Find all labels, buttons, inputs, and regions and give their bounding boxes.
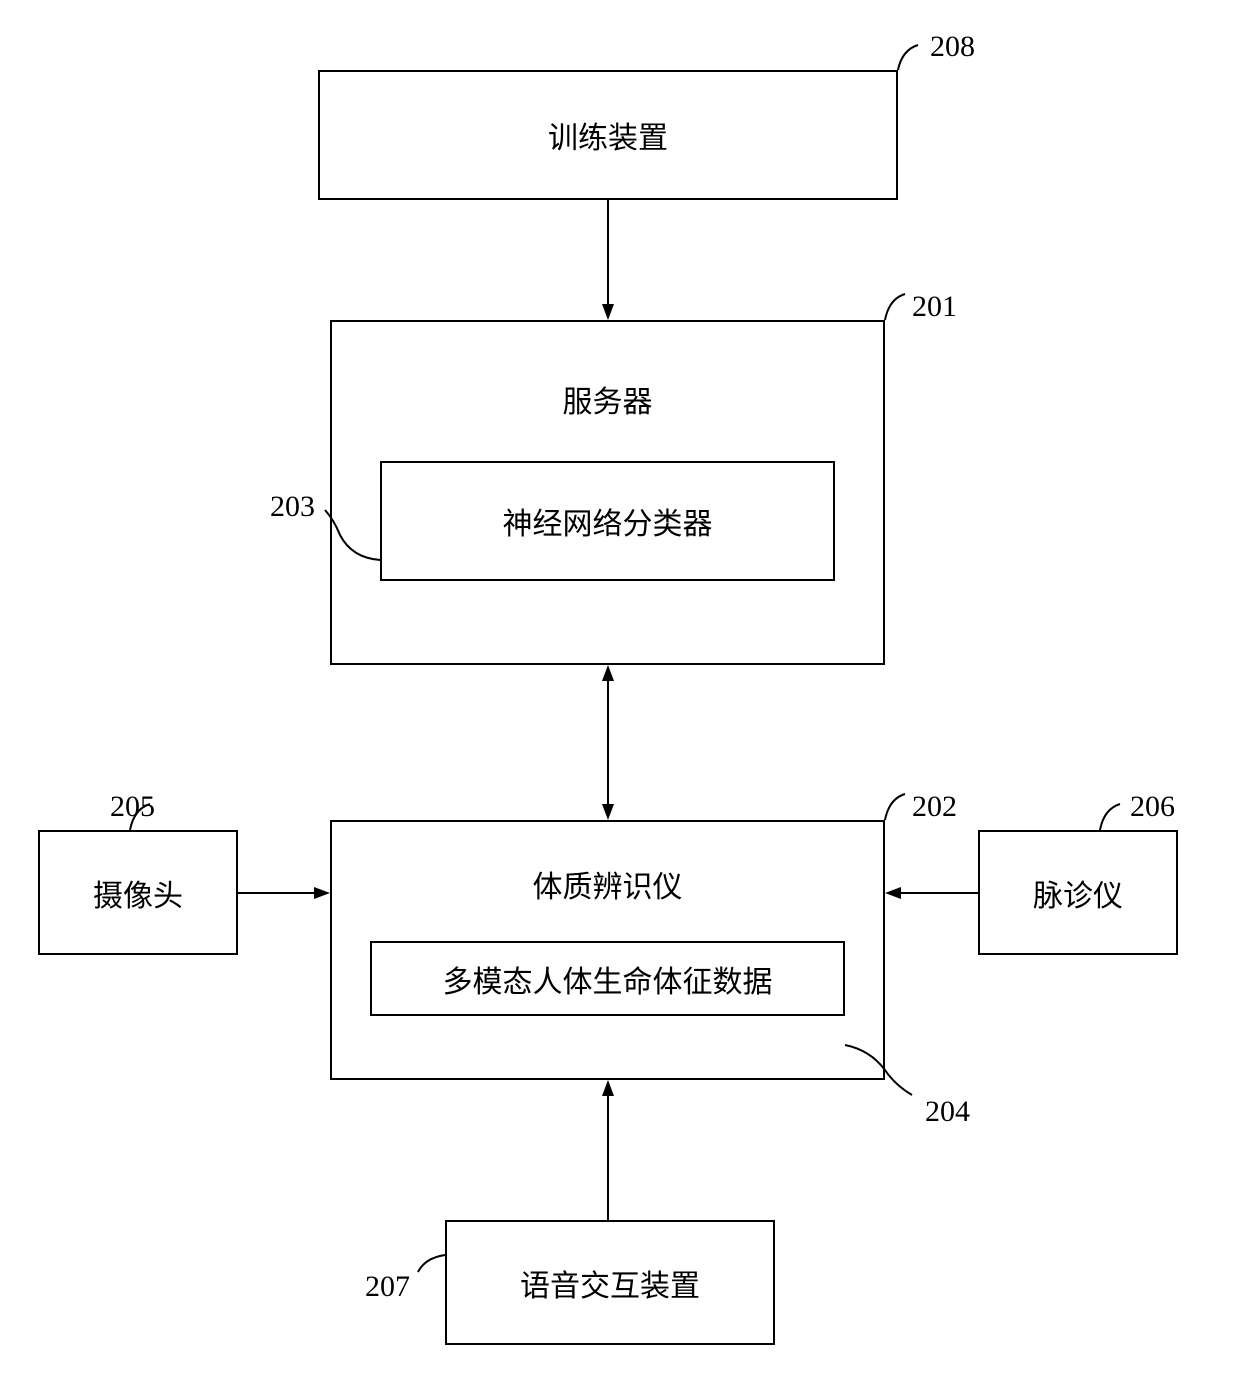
node-voice: 语音交互装置	[445, 1220, 775, 1345]
node-camera-label: 摄像头	[93, 871, 183, 915]
node-identifier: 体质辨识仪 多模态人体生命体征数据	[330, 820, 885, 1080]
node-multimodal-label: 多模态人体生命体征数据	[443, 957, 773, 1001]
arrows-overlay	[0, 0, 1240, 1398]
ref-206: 206	[1130, 790, 1175, 824]
node-classifier-label: 神经网络分类器	[503, 499, 713, 543]
node-camera: 摄像头	[38, 830, 238, 955]
ref-207: 207	[365, 1270, 410, 1304]
ref-201: 201	[912, 290, 957, 324]
node-identifier-label: 体质辨识仪	[533, 862, 683, 906]
node-classifier: 神经网络分类器	[380, 461, 835, 581]
diagram-canvas: 训练装置 服务器 神经网络分类器 体质辨识仪 多模态人体生命体征数据 摄像头 脉…	[0, 0, 1240, 1398]
node-voice-label: 语音交互装置	[520, 1261, 700, 1305]
node-pulse: 脉诊仪	[978, 830, 1178, 955]
ref-205: 205	[110, 790, 155, 824]
ref-204: 204	[925, 1095, 970, 1129]
ref-202: 202	[912, 790, 957, 824]
node-training: 训练装置	[318, 70, 898, 200]
node-training-label: 训练装置	[548, 113, 668, 157]
node-pulse-label: 脉诊仪	[1033, 871, 1123, 915]
node-server-label: 服务器	[563, 377, 653, 421]
node-multimodal: 多模态人体生命体征数据	[370, 941, 845, 1016]
node-server: 服务器 神经网络分类器	[330, 320, 885, 665]
ref-203: 203	[270, 490, 315, 524]
ref-208: 208	[930, 30, 975, 64]
